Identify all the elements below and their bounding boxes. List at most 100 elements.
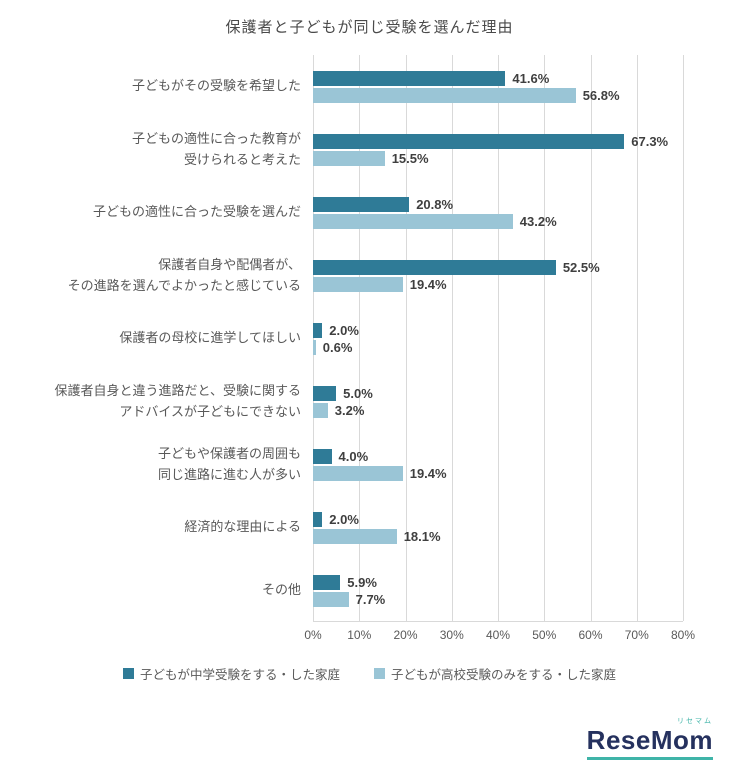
value-label: 7.7% xyxy=(355,591,386,607)
bar-group: 5.0% 3.2% xyxy=(313,385,683,418)
bar-group: 67.3% 15.5% xyxy=(313,133,683,166)
x-axis: 0% 10% 20% 30% 40% 50% 60% 70% 80% xyxy=(304,622,695,644)
chart-title: 保護者と子どもが同じ受験を選んだ理由 xyxy=(225,19,514,36)
bar-group: 52.5% 19.4% xyxy=(313,259,683,292)
bar-row: 41.6% xyxy=(313,70,683,86)
value-label: 5.0% xyxy=(343,385,373,401)
value-label: 2.0% xyxy=(329,511,359,527)
chart-row: 保護者自身と違う進路だと、受験に関する アドバイスが子どもにできない 5.0% 3.2… xyxy=(28,370,683,433)
bar-series-junior-high xyxy=(313,511,323,527)
chart-row: 子どもや保護者の周囲も 同じ進路に進む人が多い 4.0% 19.4% xyxy=(28,433,683,496)
bar-row: 18.1% xyxy=(313,528,683,544)
bar-row: 56.8% xyxy=(313,87,683,103)
value-label: 4.0% xyxy=(338,448,369,464)
grid-overlay xyxy=(313,55,684,622)
value-label: 19.4% xyxy=(409,465,447,481)
legend-label: 子どもが中学受験をする・した家庭 xyxy=(139,668,340,682)
logo-text: ReseMom xyxy=(586,725,713,760)
bar-group: 2.0% 0.6% xyxy=(313,322,683,355)
value-label: 20.8% xyxy=(416,196,454,212)
legend: 子どもが中学受験をする・した家庭 子どもが高校受験のみをする・した家庭 xyxy=(0,664,739,683)
bar-series-junior-high xyxy=(313,322,323,338)
category-label: 経済的な理由による xyxy=(184,519,301,535)
category-label: その他 xyxy=(261,582,301,598)
value-label: 67.3% xyxy=(631,133,669,149)
bar-row: 5.0% xyxy=(313,385,683,401)
bar-row: 7.7% xyxy=(313,591,683,607)
bar-group: 2.0% 18.1% xyxy=(313,511,683,544)
legend-swatch xyxy=(122,668,134,679)
legend-item: 子どもが中学受験をする・した家庭 xyxy=(122,664,340,683)
bar-row: 15.5% xyxy=(313,150,683,166)
bar-row: 67.3% xyxy=(313,133,683,149)
bar-series-high-school xyxy=(313,150,385,166)
bar-row: 19.4% xyxy=(313,465,683,481)
gridline xyxy=(683,55,684,621)
bar-series-high-school xyxy=(313,528,397,544)
resemom-logo: リセマム ReseMom xyxy=(586,716,713,760)
bar-series-high-school xyxy=(313,276,403,292)
x-tick-label: 70% xyxy=(624,628,649,642)
chart-row: 保護者の母校に進学してほしい 2.0% 0.6% xyxy=(28,307,683,370)
category-label: 子どもの適性に合った受験を選んだ xyxy=(92,204,301,220)
bar-row: 2.0% xyxy=(313,322,683,338)
x-tick-label: 40% xyxy=(485,628,511,642)
bar-row: 2.0% xyxy=(313,511,683,527)
x-tick-label: 20% xyxy=(393,628,418,642)
bar-row: 4.0% xyxy=(313,448,683,464)
chart-row: 経済的な理由による 2.0% 18.1% xyxy=(28,496,683,559)
category-label: 保護者自身と違う進路だと、受験に関する アドバイスが子どもにできない xyxy=(54,383,301,419)
bar-group: 5.9% 7.7% xyxy=(313,574,683,607)
gridline xyxy=(544,55,546,621)
x-tick-label: 50% xyxy=(532,628,557,642)
bar-series-high-school xyxy=(313,213,513,229)
value-label: 41.6% xyxy=(512,70,550,86)
category-label: 子どもや保護者の周囲も 同じ進路に進む人が多い xyxy=(157,446,301,482)
bar-series-junior-high xyxy=(313,259,556,275)
legend-label: 子どもが高校受験のみをする・した家庭 xyxy=(391,668,617,682)
bar-series-junior-high xyxy=(313,133,625,149)
bar-series-high-school xyxy=(313,402,328,418)
gridline xyxy=(498,55,499,621)
category-label: 子どもがその受験を希望した xyxy=(131,78,301,94)
bar-series-high-school xyxy=(313,87,576,103)
value-label: 3.2% xyxy=(334,402,365,418)
chart-row: 子どもの適性に合った受験を選んだ 20.8% 43.2% xyxy=(28,181,683,244)
bar-series-junior-high xyxy=(313,448,332,464)
bar-group: 41.6% 56.8% xyxy=(313,70,683,103)
bar-series-high-school xyxy=(313,465,403,481)
x-tick-label: 60% xyxy=(578,628,603,642)
x-tick-label: 80% xyxy=(670,628,696,642)
x-tick-label: 10% xyxy=(347,628,372,642)
x-tick-label: 0% xyxy=(304,628,322,642)
gridline xyxy=(636,55,638,621)
bar-series-junior-high xyxy=(313,196,410,212)
value-label: 19.4% xyxy=(409,276,447,292)
gridline xyxy=(359,55,361,621)
bar-series-junior-high xyxy=(313,70,506,86)
category-label: 保護者の母校に進学してほしい xyxy=(119,330,301,346)
bar-series-junior-high xyxy=(313,574,341,590)
bar-row: 19.4% xyxy=(313,276,683,292)
gridline xyxy=(590,55,592,621)
bar-row: 43.2% xyxy=(313,213,683,229)
bar-row: 52.5% xyxy=(313,259,683,275)
bar-series-high-school xyxy=(313,339,316,355)
bar-row: 5.9% xyxy=(313,574,683,590)
value-label: 18.1% xyxy=(403,528,441,544)
gridline xyxy=(451,55,453,621)
value-label: 56.8% xyxy=(582,87,620,103)
value-label: 52.5% xyxy=(562,259,600,275)
bar-series-high-school xyxy=(313,591,349,607)
gridline xyxy=(405,55,407,621)
bar-group: 20.8% 43.2% xyxy=(313,196,683,229)
legend-swatch xyxy=(374,668,385,679)
bar-series-junior-high xyxy=(313,385,337,401)
value-label: 15.5% xyxy=(391,150,429,166)
legend-item: 子どもが高校受験のみをする・した家庭 xyxy=(374,664,616,683)
logo-ruby-text: リセマム xyxy=(677,718,713,725)
value-label: 43.2% xyxy=(519,213,557,229)
chart-row: 子どもの適性に合った教育が 受けられると考えた 67.3% 15.5% xyxy=(28,118,683,181)
chart-row: その他 5.9% 7.7% xyxy=(28,559,683,622)
